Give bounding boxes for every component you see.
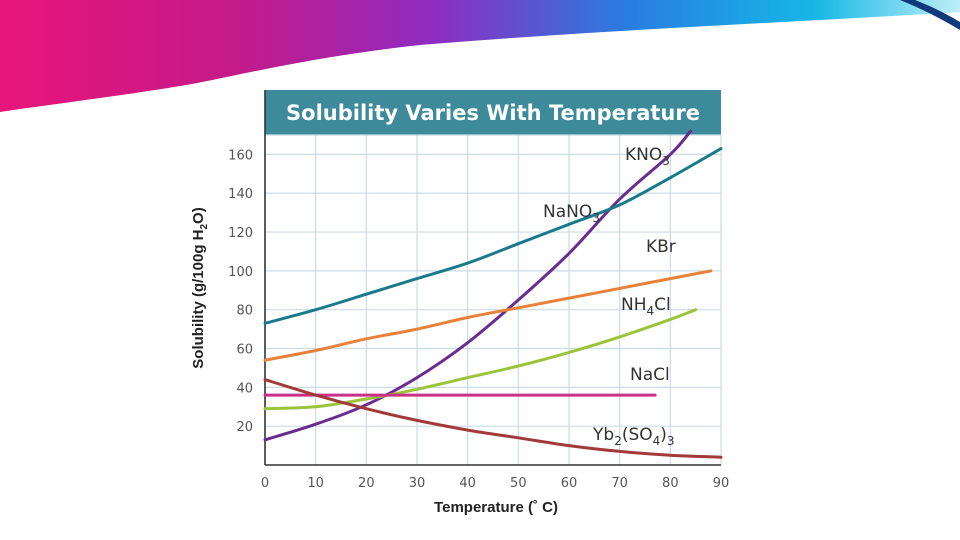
y-tick-label: 120 bbox=[228, 226, 253, 241]
chart-title-bar bbox=[265, 90, 721, 135]
plot-area bbox=[265, 135, 721, 465]
series-label-nano3: NaNO3 bbox=[543, 202, 600, 225]
x-tick-label: 80 bbox=[662, 476, 679, 491]
chart-axes bbox=[264, 90, 721, 466]
x-tick-label: 30 bbox=[409, 476, 426, 491]
slide-header-banner bbox=[0, 0, 960, 112]
series-label-nh4cl: NH4Cl bbox=[621, 295, 671, 318]
series-line-yb2-so4-3 bbox=[263, 378, 723, 459]
series-line-kno3 bbox=[263, 129, 693, 442]
x-tick-label: 70 bbox=[611, 476, 628, 491]
series-line-kbr bbox=[263, 269, 713, 362]
chart-series bbox=[263, 129, 723, 459]
x-tick-label: 10 bbox=[307, 476, 324, 491]
series-line-nano3 bbox=[263, 147, 723, 325]
series-label-kno3: KNO3 bbox=[625, 145, 670, 168]
chart-series-labels: KNO3 NaNO3 KBr NH4Cl NaCl Yb2(SO4)3 bbox=[543, 145, 676, 448]
y-tick-label: 100 bbox=[228, 265, 253, 280]
x-tick-label: 60 bbox=[561, 476, 578, 491]
y-tick-label: 60 bbox=[236, 343, 253, 358]
x-tick-label: 40 bbox=[459, 476, 476, 491]
y-tick-label: 20 bbox=[236, 420, 253, 435]
x-tick-label: 0 bbox=[261, 476, 269, 491]
y-axis-title: Solubility (g/100g H2O) bbox=[190, 207, 210, 368]
banner-swoosh bbox=[0, 0, 960, 112]
x-tick-label: 90 bbox=[713, 476, 730, 491]
chart-grid bbox=[265, 134, 722, 465]
series-label-yb2-so4-3: Yb2(SO4)3 bbox=[592, 425, 675, 448]
series-label-nacl: NaCl bbox=[630, 365, 670, 385]
y-tick-label: 80 bbox=[236, 304, 253, 319]
chart-ticks: 0 10 20 30 40 50 60 70 80 90 20 40 60 80 100 120 140 160 bbox=[228, 148, 729, 491]
y-tick-label: 140 bbox=[228, 187, 253, 202]
y-tick-label: 160 bbox=[228, 148, 253, 163]
y-tick-label: 40 bbox=[236, 381, 253, 396]
chart-title: Solubility Varies With Temperature bbox=[286, 101, 700, 125]
x-tick-label: 20 bbox=[358, 476, 375, 491]
x-axis-title: Temperature (˚ C) bbox=[434, 499, 558, 516]
x-tick-label: 50 bbox=[510, 476, 527, 491]
series-label-kbr: KBr bbox=[646, 237, 676, 257]
